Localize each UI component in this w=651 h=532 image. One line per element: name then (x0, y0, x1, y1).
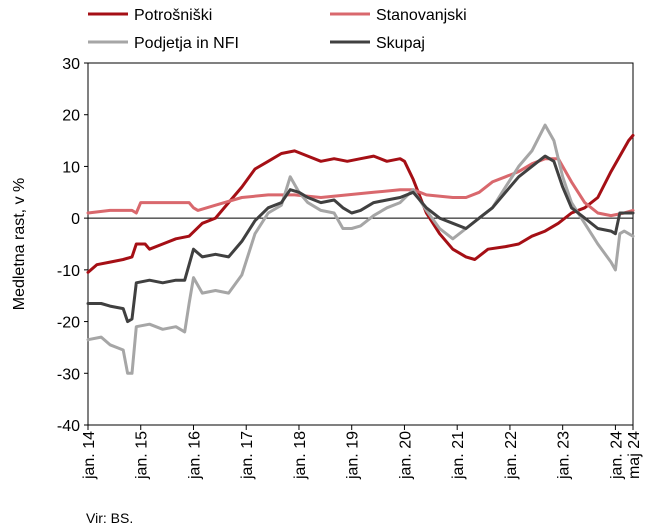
legend-label: Potrošniški (134, 7, 212, 24)
x-tick-label: jan. 17 (239, 431, 256, 480)
y-tick-label: -30 (57, 366, 80, 383)
y-tick-label: 0 (71, 211, 80, 228)
series-line-2 (86, 157, 635, 218)
source-note: Vir: BS. (86, 510, 134, 526)
y-tick-label: 10 (62, 159, 80, 176)
y-tick-label: -20 (57, 315, 80, 332)
x-tick-label: jan. 23 (556, 431, 573, 480)
x-tick-label: maj 24 (626, 431, 643, 479)
x-tick-label: jan. 21 (450, 431, 467, 480)
series-line-3 (86, 123, 635, 375)
y-tick-label: -10 (57, 263, 80, 280)
plot-frame (87, 62, 634, 426)
x-tick-label: jan. 20 (397, 431, 414, 480)
x-tick-label: jan. 19 (345, 431, 362, 480)
legend-label: Stanovanjski (376, 7, 467, 24)
y-tick-label: -40 (57, 418, 80, 435)
x-tick-label: jan. 24 (608, 431, 625, 480)
series-line-4 (86, 154, 635, 324)
x-tick-label: jan. 18 (292, 431, 309, 480)
plot-area (86, 62, 635, 426)
x-tick-label: jan. 16 (186, 431, 203, 480)
x-tick-label: jan. 15 (134, 431, 151, 480)
y-axis-title: Medletna rast, v % (11, 178, 28, 311)
series-layer (86, 123, 635, 375)
y-axis: 30 20 10 0 -10 -20 -30 -40 (57, 56, 88, 435)
x-axis: jan. 14 jan. 15 jan. 16 jan. 17 jan. 18 jan. … (81, 425, 643, 480)
legend-label: Podjetja in NFI (134, 35, 239, 52)
x-tick-label: jan. 14 (81, 431, 98, 480)
y-tick-label: 20 (62, 108, 80, 125)
x-tick-label: jan. 22 (503, 431, 520, 480)
y-tick-label: 30 (62, 56, 80, 73)
legend-label: Skupaj (376, 35, 425, 52)
chart-legend: Potrošniški Stanovanjski Podjetja in NFI Sk… (88, 7, 467, 52)
series-line-1 (86, 133, 635, 274)
